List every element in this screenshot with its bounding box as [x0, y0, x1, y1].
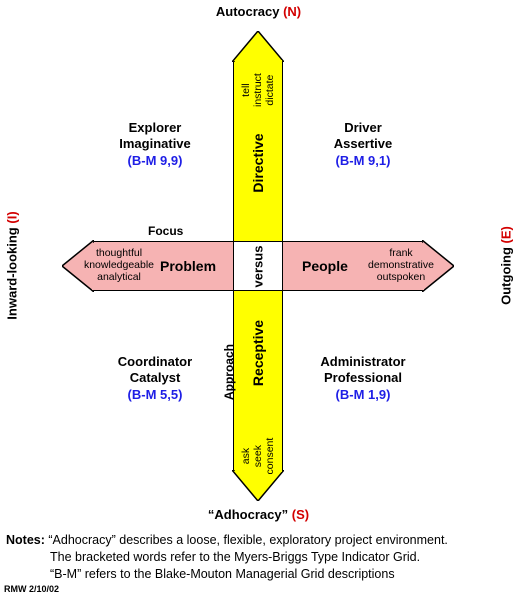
quadrant-top-right: Driver Assertive (B-M 9,1) [303, 120, 423, 169]
notes-line3: “B-M” refers to the Blake-Mouton Manager… [50, 566, 511, 583]
diagram-canvas: Autocracy (N) “Adhocracy” (S) Inward-loo… [0, 0, 517, 596]
v-top-desc-wrap: tell instruct dictate [208, 72, 308, 108]
quadrant-bottom-right: Administrator Professional (B-M 1,9) [303, 354, 423, 403]
center-versus-box: versus [233, 241, 283, 291]
axis-left-text: Inward-looking [5, 227, 20, 319]
focus-label: Focus [148, 224, 183, 238]
axis-left-code: (I) [5, 211, 20, 223]
notes-block: Notes: “Adhocracy” describes a loose, fl… [6, 532, 511, 583]
v-bottom-main: Receptive [250, 303, 266, 403]
versus-label: versus [250, 245, 265, 287]
footer-credit: RMW 2/10/02 [4, 584, 59, 594]
quadrant-top-left: Explorer Imaginative (B-M 9,9) [95, 120, 215, 169]
h-left-main: Problem [160, 258, 216, 274]
h-right-desc: frank demonstrative outspoken [355, 247, 447, 283]
v-bottom-desc-wrap: ask seek consent [208, 438, 308, 474]
approach-label: Approach [222, 337, 236, 407]
v-bottom-desc: ask seek consent [240, 406, 276, 506]
v-top-main-wrap: Directive [208, 155, 308, 171]
axis-label-top: Autocracy (N) [0, 4, 517, 19]
axis-top-text: Autocracy [216, 4, 280, 19]
axis-label-right: Outgoing (E) [499, 206, 514, 326]
h-left-desc: thoughtful knowledgeable analytical [73, 247, 165, 283]
axis-label-bottom: “Adhocracy” (S) [0, 507, 517, 522]
axis-right-text: Outgoing [499, 247, 514, 305]
axis-label-left: Inward-looking (I) [5, 206, 20, 326]
h-right-main: People [302, 258, 348, 274]
axis-bottom-text: “Adhocracy” [208, 507, 288, 522]
quadrant-bottom-left: Coordinator Catalyst (B-M 5,5) [95, 354, 215, 403]
axis-bottom-code: (S) [292, 507, 309, 522]
notes-line1: “Adhocracy” describes a loose, flexible,… [48, 533, 448, 547]
notes-label: Notes: [6, 533, 45, 547]
v-top-desc: tell instruct dictate [240, 40, 276, 140]
axis-right-code: (E) [499, 226, 514, 243]
axis-top-code: (N) [283, 4, 301, 19]
notes-line2: The bracketed words refer to the Myers-B… [50, 549, 511, 566]
